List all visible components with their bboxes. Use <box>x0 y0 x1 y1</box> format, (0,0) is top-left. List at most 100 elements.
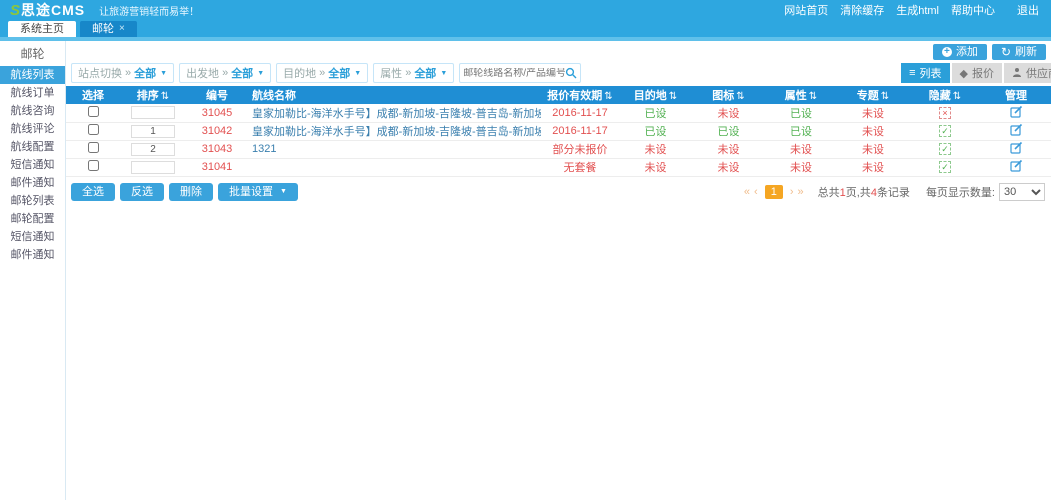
col-icon[interactable]: 图标 ⇅ <box>692 86 765 104</box>
row-checkbox[interactable] <box>87 105 99 117</box>
view-tab-suppliers[interactable]: 供应商 <box>1004 63 1051 83</box>
row-checkbox[interactable] <box>87 124 99 135</box>
logo-s-icon: S <box>10 2 21 19</box>
sidebar-item-mail-notify-1[interactable]: 邮件通知 <box>10 177 55 189</box>
sidebar-item-route-list[interactable]: 航线列表 <box>0 66 65 84</box>
hidden-toggle-check-icon[interactable]: ✓ <box>939 161 951 173</box>
route-number: 31041 <box>186 158 248 177</box>
destination-status: 已设 <box>619 122 692 141</box>
current-page-button[interactable]: 1 <box>764 184 783 199</box>
hidden-toggle-check-icon[interactable]: ✓ <box>939 125 951 137</box>
hidden-toggle-x-icon[interactable]: × <box>939 106 951 119</box>
route-name-link[interactable]: 1321 <box>252 143 277 155</box>
sidebar-item-sms-notify-1[interactable]: 短信通知 <box>10 159 55 171</box>
view-tab-quotes[interactable]: ◆ 报价 <box>951 63 1002 83</box>
route-name-link[interactable]: 皇家加勒比-海洋水手号】成都-新加坡-吉隆坡-普吉岛-新加坡-成都 5晚6日游 <box>252 107 541 120</box>
link-site-home[interactable]: 网站首页 <box>784 5 829 17</box>
invert-selection-button[interactable]: 反选 <box>120 182 164 201</box>
hidden-toggle-check-icon[interactable]: ✓ <box>939 143 951 155</box>
refresh-button[interactable]: ↻ 刷新 <box>991 44 1046 60</box>
edit-icon[interactable] <box>1009 105 1023 121</box>
sidebar-item-route-orders[interactable]: 航线订单 <box>10 87 55 99</box>
search-icon[interactable] <box>565 67 577 79</box>
filter-value: 全部 <box>134 68 157 80</box>
sidebar-item-route-config[interactable]: 航线配置 <box>10 141 55 153</box>
summary-text: 条记录 <box>876 186 910 199</box>
tab-close-icon[interactable]: × <box>119 23 125 34</box>
sort-icon[interactable]: ⇅ <box>808 91 818 102</box>
tab-system-home[interactable]: 系统主页 <box>8 21 76 37</box>
sort-order-input[interactable] <box>131 124 175 138</box>
filter-label: 站点切换 <box>78 68 122 80</box>
edit-icon[interactable] <box>1009 123 1023 139</box>
link-logout[interactable]: 退出 <box>1017 5 1039 17</box>
summary-text: 页,共 <box>845 186 871 199</box>
link-generate-html[interactable]: 生成html <box>896 5 939 17</box>
col-manage: 管理 <box>981 86 1051 104</box>
sidebar-item-mail-notify-2[interactable]: 邮件通知 <box>10 249 55 261</box>
filter-label: 出发地 <box>186 68 220 80</box>
sort-order-input[interactable] <box>131 160 175 174</box>
table-row: 31043 1321 部分未报价 未设 未设 未设 未设 ✓ <box>66 140 1051 159</box>
icon-status: 未设 <box>692 104 765 123</box>
col-hidden[interactable]: 隐藏 ⇅ <box>909 86 981 104</box>
sort-icon[interactable]: ⇅ <box>604 91 613 102</box>
prev-page-icon[interactable]: ‹ <box>754 185 758 198</box>
select-all-button[interactable]: 全选 <box>71 182 115 201</box>
sidebar-item-sms-notify-2[interactable]: 短信通知 <box>10 231 55 243</box>
route-number: 31042 <box>186 122 248 141</box>
sort-icon[interactable]: ⇅ <box>668 91 678 102</box>
link-clear-cache[interactable]: 清除缓存 <box>840 5 885 17</box>
delete-button[interactable]: 删除 <box>169 182 213 201</box>
col-route-name: 航线名称 <box>248 86 541 104</box>
col-sort[interactable]: 排序 ⇅ <box>120 86 186 104</box>
sidebar-item-ship-config[interactable]: 邮轮配置 <box>10 213 55 225</box>
topic-status: 未设 <box>837 122 909 141</box>
batch-settings-label: 批量设置 <box>229 185 273 198</box>
row-checkbox[interactable] <box>87 142 99 153</box>
table-header-row: 选择 排序 ⇅ 编号 航线名称 报价有效期 ⇅ 目的地 ⇅ 图标 ⇅ 属性 ⇅ 专题 ⇅ 隐… <box>66 86 1051 104</box>
sidebar-item-route-inquiries[interactable]: 航线咨询 <box>10 105 55 117</box>
col-number: 编号 <box>186 86 248 104</box>
sort-order-input[interactable] <box>131 142 175 156</box>
app-tagline: 让旅游营销轻而易举！ <box>99 6 200 18</box>
sort-order-input[interactable] <box>131 106 175 120</box>
col-hidden-label: 隐藏 <box>928 90 951 102</box>
filter-attribute[interactable]: 属性 » 全部 ▼ <box>373 63 455 83</box>
route-name-link[interactable]: 皇家加勒比-海洋水手号】成都-新加坡-吉隆坡-普吉岛-新加坡-成都 5晚6日游 <box>252 126 541 138</box>
edit-icon[interactable] <box>1009 141 1023 157</box>
sort-icon[interactable]: ⇅ <box>736 91 745 102</box>
sidebar-item-ship-list[interactable]: 邮轮列表 <box>10 195 55 207</box>
link-help-center[interactable]: 帮助中心 <box>951 5 995 17</box>
next-page-icon[interactable]: › <box>789 185 794 198</box>
sort-icon[interactable]: ⇅ <box>880 91 890 102</box>
edit-icon[interactable] <box>1009 159 1023 175</box>
tab-cruise[interactable]: 邮轮 × <box>80 21 137 37</box>
chevron-down-icon: ▼ <box>280 187 287 195</box>
search-input[interactable] <box>463 67 566 79</box>
first-page-icon[interactable]: « <box>743 185 751 198</box>
sort-icon[interactable]: ⇅ <box>952 91 962 102</box>
icon-status: 已设 <box>692 122 765 141</box>
col-destination[interactable]: 目的地 ⇅ <box>619 86 692 104</box>
filter-site-switch[interactable]: 站点切换 » 全部 ▼ <box>71 63 175 83</box>
filter-destination[interactable]: 目的地 » 全部 ▼ <box>276 63 369 83</box>
icon-status: 未设 <box>692 140 765 159</box>
tab-cruise-label: 邮轮 <box>92 23 114 35</box>
sort-icon[interactable]: ⇅ <box>160 91 170 102</box>
col-validity[interactable]: 报价有效期 ⇅ <box>541 86 619 104</box>
view-tab-list[interactable]: ≡ 列表 <box>901 63 950 83</box>
attribute-status: 已设 <box>765 104 837 123</box>
top-actions-row: + 添加 ↻ 刷新 <box>66 44 1051 60</box>
filter-departure[interactable]: 出发地 » 全部 ▼ <box>179 63 272 83</box>
add-button[interactable]: + 添加 <box>932 44 987 60</box>
col-sort-label: 排序 <box>136 90 159 102</box>
row-checkbox[interactable] <box>87 160 99 171</box>
sidebar-item-route-reviews[interactable]: 航线评论 <box>10 123 55 135</box>
per-page-select[interactable]: 30 <box>999 182 1045 201</box>
last-page-icon[interactable]: » <box>797 185 804 198</box>
col-attribute[interactable]: 属性 ⇅ <box>765 86 837 104</box>
view-tab-label: 列表 <box>919 68 942 80</box>
batch-settings-button[interactable]: 批量设置 ▼ <box>218 182 298 201</box>
col-topic[interactable]: 专题 ⇅ <box>837 86 909 104</box>
